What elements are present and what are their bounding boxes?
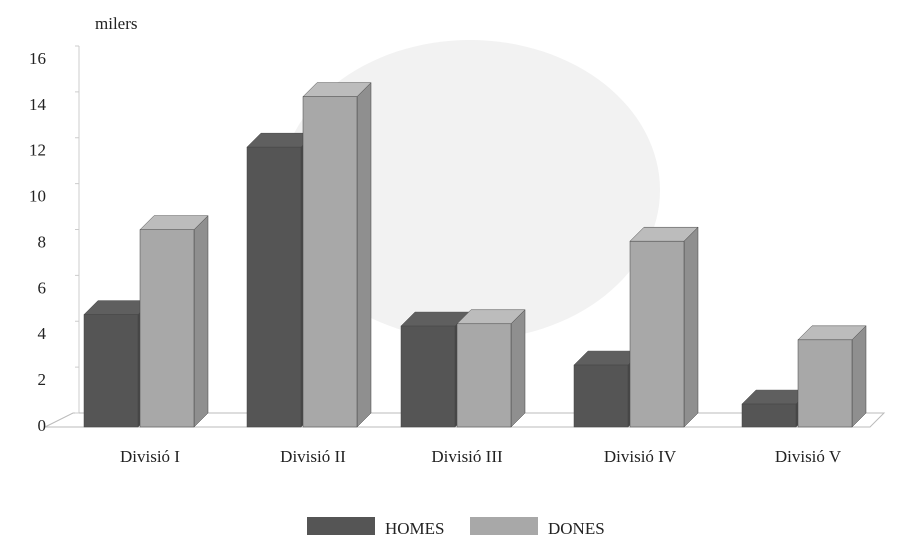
legend-swatch bbox=[470, 517, 538, 535]
legend-label: HOMES bbox=[385, 519, 445, 538]
x-tick-label: Divisió IV bbox=[604, 447, 677, 466]
y-tick-label: 10 bbox=[29, 187, 46, 206]
bar bbox=[139, 229, 195, 428]
bar bbox=[741, 403, 797, 428]
bar-side bbox=[510, 309, 526, 428]
bar bbox=[573, 364, 629, 428]
bar bbox=[302, 96, 358, 428]
y-tick-label: 2 bbox=[38, 370, 47, 389]
legend-swatch bbox=[307, 517, 375, 535]
bar bbox=[246, 146, 302, 428]
y-tick-label: 14 bbox=[29, 95, 47, 114]
y-axis-label: milers bbox=[95, 14, 138, 33]
y-tick-label: 12 bbox=[29, 141, 46, 160]
y-tick-label: 0 bbox=[38, 416, 47, 435]
legend-label: DONES bbox=[548, 519, 605, 538]
bar-side bbox=[851, 325, 867, 428]
bar bbox=[400, 325, 456, 428]
x-tick-label: Divisió III bbox=[431, 447, 503, 466]
bar-side bbox=[683, 226, 699, 428]
background-shape bbox=[280, 40, 660, 340]
y-tick-label: 16 bbox=[29, 49, 46, 68]
bar bbox=[797, 339, 853, 428]
bar bbox=[456, 323, 512, 428]
bar bbox=[629, 240, 685, 428]
y-tick-label: 4 bbox=[38, 324, 47, 343]
bar-side bbox=[193, 215, 209, 428]
bar bbox=[83, 314, 139, 428]
x-tick-label: Divisió II bbox=[280, 447, 346, 466]
bar-side bbox=[356, 82, 372, 428]
x-tick-label: Divisió I bbox=[120, 447, 180, 466]
y-tick-label: 8 bbox=[38, 232, 47, 251]
x-tick-label: Divisió V bbox=[775, 447, 842, 466]
y-tick-label: 6 bbox=[38, 278, 47, 297]
